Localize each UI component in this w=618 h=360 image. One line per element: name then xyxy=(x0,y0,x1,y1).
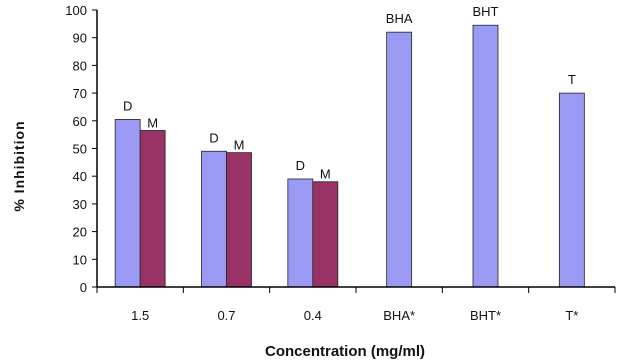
bar xyxy=(312,181,339,288)
bar xyxy=(114,119,141,288)
bar xyxy=(226,152,252,288)
y-tick-label: 20 xyxy=(73,225,87,240)
y-tick-label: 30 xyxy=(73,197,87,212)
bar-annotation: BHT xyxy=(473,4,499,19)
x-tick-label: 1.5 xyxy=(131,308,149,323)
bar xyxy=(472,24,499,288)
x-axis-ticks: 1.5 0.7 0.4 BHA* BHT* T* xyxy=(96,287,616,323)
y-tick-label: 50 xyxy=(73,142,87,157)
bar xyxy=(386,31,413,288)
bar xyxy=(139,130,166,288)
x-tick-label: 0.7 xyxy=(217,308,235,323)
y-tick-label: 60 xyxy=(73,114,87,129)
x-tick-label: T* xyxy=(565,308,578,323)
bar-annotation: BHA xyxy=(386,11,413,26)
x-axis-title: Concentration (mg/ml) xyxy=(265,343,425,360)
bar-annotation: T xyxy=(568,72,576,87)
y-tick-label: 10 xyxy=(73,252,87,267)
bar-annotation: D xyxy=(209,130,218,145)
y-tick-label: 80 xyxy=(73,58,87,73)
y-tick-label: 40 xyxy=(73,169,87,184)
x-tick-label: 0.4 xyxy=(304,308,322,323)
x-tick-label: BHT* xyxy=(470,308,501,323)
bars xyxy=(114,24,585,288)
bar xyxy=(287,178,314,288)
bar-annotation: D xyxy=(296,158,305,173)
y-axis-ticks: 0 10 20 30 40 50 60 70 80 90 100 xyxy=(65,3,97,295)
bar xyxy=(558,92,585,288)
bar-annotation: M xyxy=(147,115,158,130)
y-tick-label: 70 xyxy=(73,86,87,101)
y-tick-label: 90 xyxy=(73,31,87,46)
bar-annotation: M xyxy=(320,167,331,182)
bar xyxy=(201,150,227,288)
y-axis-title: % Inhibition xyxy=(11,120,27,211)
bar-annotation: M xyxy=(234,138,245,153)
bar-annotation: D xyxy=(123,98,132,113)
y-tick-label: 100 xyxy=(65,3,87,18)
x-tick-label: BHA* xyxy=(383,308,415,323)
y-tick-label: 0 xyxy=(80,280,87,295)
